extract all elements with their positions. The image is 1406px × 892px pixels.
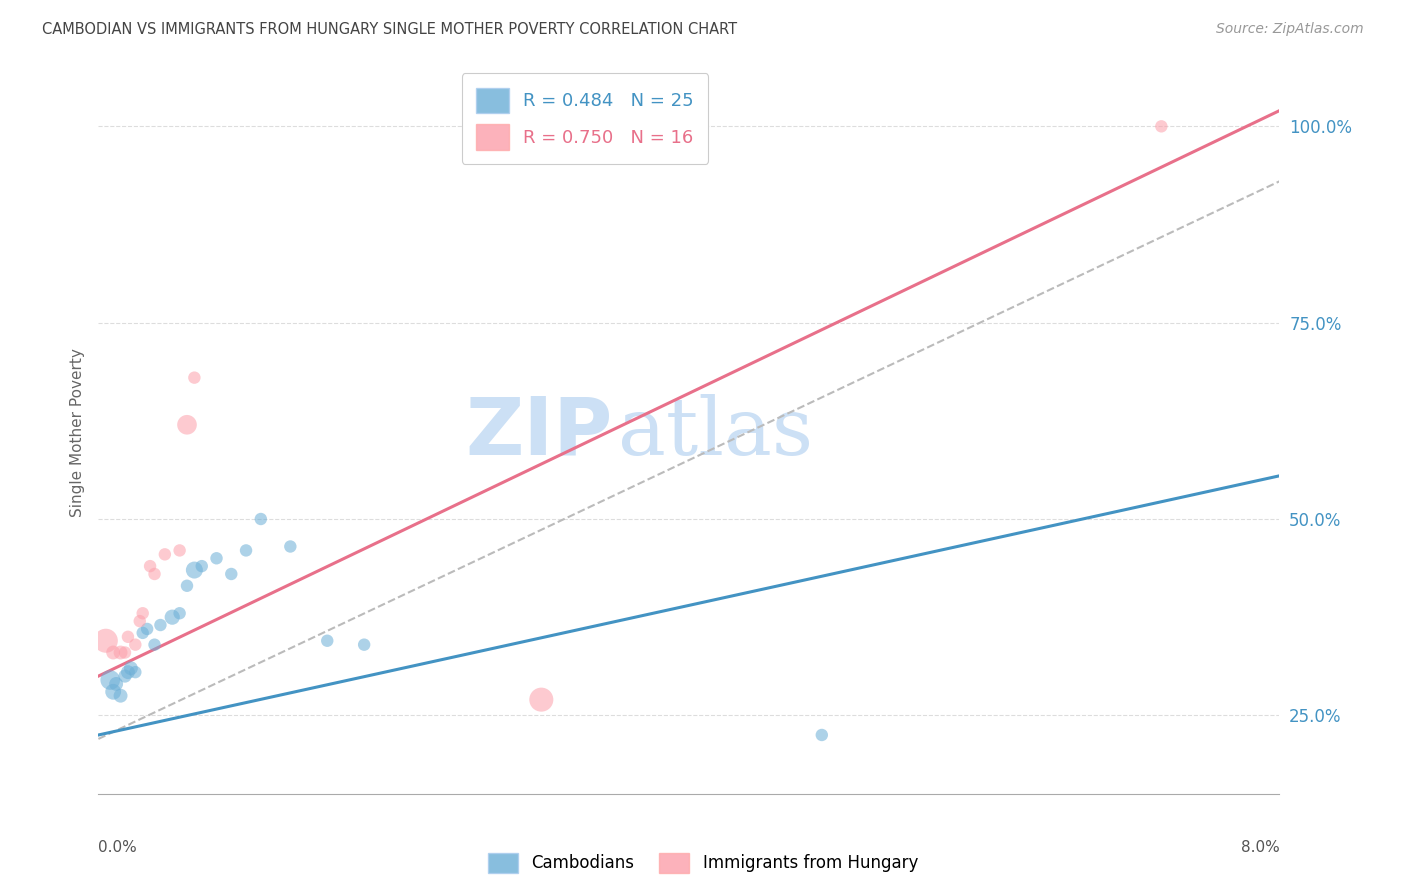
Point xyxy=(105,677,128,691)
Point xyxy=(110,689,132,703)
Point xyxy=(103,646,125,660)
Point xyxy=(94,633,117,648)
Point xyxy=(98,673,121,687)
Point xyxy=(530,692,553,706)
Point xyxy=(162,610,183,624)
Text: atlas: atlas xyxy=(619,393,813,472)
Point xyxy=(316,633,339,648)
Point xyxy=(120,661,142,675)
Point xyxy=(221,566,243,581)
Point xyxy=(811,728,834,742)
Point xyxy=(205,551,228,566)
Point xyxy=(124,638,146,652)
Point xyxy=(176,417,198,432)
Point xyxy=(143,638,166,652)
Point xyxy=(124,665,146,680)
Text: 8.0%: 8.0% xyxy=(1240,840,1279,855)
Point xyxy=(117,665,139,680)
Point xyxy=(176,579,198,593)
Point xyxy=(183,563,205,577)
Text: CAMBODIAN VS IMMIGRANTS FROM HUNGARY SINGLE MOTHER POVERTY CORRELATION CHART: CAMBODIAN VS IMMIGRANTS FROM HUNGARY SIN… xyxy=(42,22,737,37)
Point xyxy=(235,543,257,558)
Y-axis label: Single Mother Poverty: Single Mother Poverty xyxy=(69,348,84,517)
Legend: R = 0.484   N = 25, R = 0.750   N = 16: R = 0.484 N = 25, R = 0.750 N = 16 xyxy=(461,73,709,164)
Point xyxy=(353,638,375,652)
Point xyxy=(250,512,273,526)
Point xyxy=(103,685,125,699)
Point xyxy=(183,370,205,384)
Point xyxy=(1150,120,1173,134)
Text: 0.0%: 0.0% xyxy=(98,840,138,855)
Point xyxy=(153,547,176,561)
Legend: Cambodians, Immigrants from Hungary: Cambodians, Immigrants from Hungary xyxy=(481,847,925,880)
Point xyxy=(132,626,155,640)
Point xyxy=(110,646,132,660)
Point xyxy=(280,540,302,554)
Point xyxy=(143,566,166,581)
Point xyxy=(114,669,136,683)
Point xyxy=(139,559,162,574)
Point xyxy=(169,607,191,621)
Point xyxy=(132,607,155,621)
Text: Source: ZipAtlas.com: Source: ZipAtlas.com xyxy=(1216,22,1364,37)
Point xyxy=(149,618,172,632)
Point xyxy=(114,646,136,660)
Point xyxy=(136,622,159,636)
Point xyxy=(128,614,150,628)
Point xyxy=(169,543,191,558)
Point xyxy=(117,630,139,644)
Text: ZIP: ZIP xyxy=(465,393,612,472)
Point xyxy=(191,559,214,574)
